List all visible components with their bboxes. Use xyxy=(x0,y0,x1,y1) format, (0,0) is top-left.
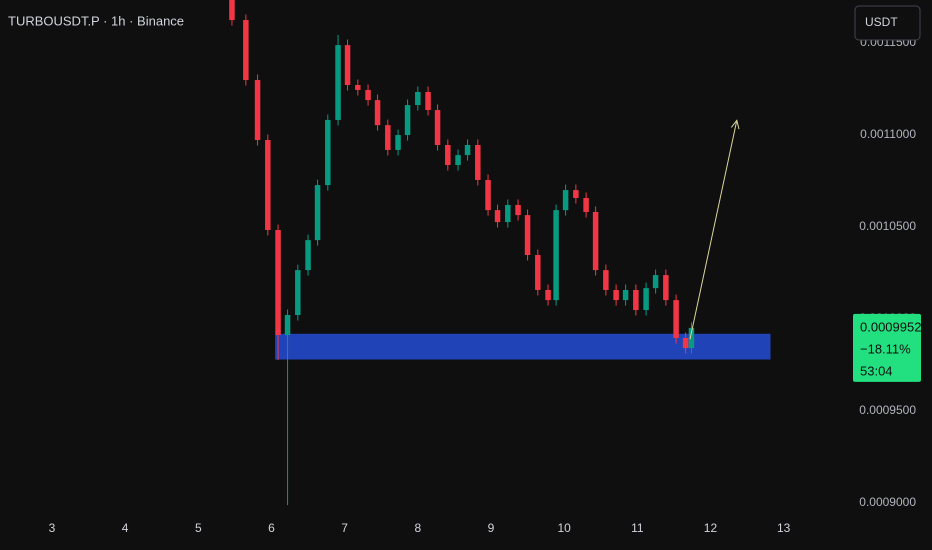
candle-body xyxy=(374,100,381,126)
price-tag-box xyxy=(853,313,921,382)
candle-body xyxy=(243,20,249,81)
candle-body xyxy=(344,45,351,86)
candle-body xyxy=(613,289,619,301)
candle-body xyxy=(633,289,639,311)
candle-body xyxy=(573,190,579,198)
candle-body xyxy=(562,190,569,211)
candle-body xyxy=(404,105,411,136)
arrow-head xyxy=(730,119,740,130)
candle-body xyxy=(515,204,521,216)
candle-body xyxy=(445,144,451,166)
candle-body xyxy=(663,275,669,301)
candle-body xyxy=(395,135,401,150)
x-tick-label: 12 xyxy=(704,521,718,535)
candle-body xyxy=(229,0,235,21)
price-change: −18.11% xyxy=(860,341,911,356)
support-zone xyxy=(275,333,771,360)
x-tick-label: 6 xyxy=(268,521,275,535)
projection-arrow xyxy=(689,120,738,340)
candle-body xyxy=(524,215,531,256)
candle-body xyxy=(603,270,609,290)
x-tick-label: 11 xyxy=(631,521,644,535)
y-tick-label: 0.0009000 xyxy=(859,495,916,509)
x-tick-label: 9 xyxy=(488,521,495,535)
candle-body xyxy=(385,125,391,150)
candle-body xyxy=(652,275,659,289)
candle-body xyxy=(355,85,361,90)
bar-countdown: 53:04 xyxy=(860,363,893,378)
last-price: 0.0009952 xyxy=(860,319,921,334)
x-tick-label: 10 xyxy=(557,521,571,535)
candle-body xyxy=(325,119,331,186)
candle-body xyxy=(553,210,559,301)
candle-body xyxy=(545,289,551,301)
x-tick-label: 3 xyxy=(49,521,56,535)
price-tag: 0.0009952 −18.11% 53:04 xyxy=(853,313,921,382)
currency-label[interactable]: USDT xyxy=(865,15,898,29)
candle-body xyxy=(455,155,461,166)
plot-area xyxy=(229,0,771,506)
candle-body xyxy=(535,255,541,290)
candle-body xyxy=(284,314,291,336)
candle-body xyxy=(295,270,301,315)
candle-body xyxy=(505,204,511,223)
candle-body xyxy=(494,210,501,223)
candle-body xyxy=(275,229,281,336)
y-tick-label: 0.0010500 xyxy=(859,219,916,233)
candle-body xyxy=(643,288,649,311)
candle-body xyxy=(305,240,311,271)
currency-button[interactable]: USDT xyxy=(854,5,921,41)
candle-body xyxy=(464,144,471,156)
candle-body xyxy=(425,91,431,111)
x-tick-label: 5 xyxy=(195,521,202,535)
x-tick-label: 13 xyxy=(777,521,791,535)
x-tick-label: 4 xyxy=(122,521,129,535)
candle-body xyxy=(583,197,589,212)
candle-body xyxy=(254,80,261,141)
candle-body xyxy=(475,144,481,180)
x-tick-label: 7 xyxy=(341,521,348,535)
chart-title: TURBOUSDT.P · 1h · Binance xyxy=(8,13,184,28)
candle-body xyxy=(673,300,679,338)
candle-body xyxy=(485,179,491,211)
candle-body xyxy=(622,289,629,301)
candle-body xyxy=(365,89,371,101)
candle-body xyxy=(265,140,271,230)
candle-body xyxy=(592,211,599,271)
candle-body xyxy=(415,91,421,106)
candle-body xyxy=(682,337,689,349)
candle-body xyxy=(335,45,341,120)
y-tick-label: 0.0009500 xyxy=(859,403,916,417)
y-tick-label: 0.0011000 xyxy=(860,127,916,141)
candle-body xyxy=(314,185,321,241)
candle-body xyxy=(688,327,695,349)
currency-button-frame[interactable] xyxy=(854,5,921,41)
x-tick-label: 8 xyxy=(414,521,421,535)
candle-body xyxy=(434,110,441,145)
